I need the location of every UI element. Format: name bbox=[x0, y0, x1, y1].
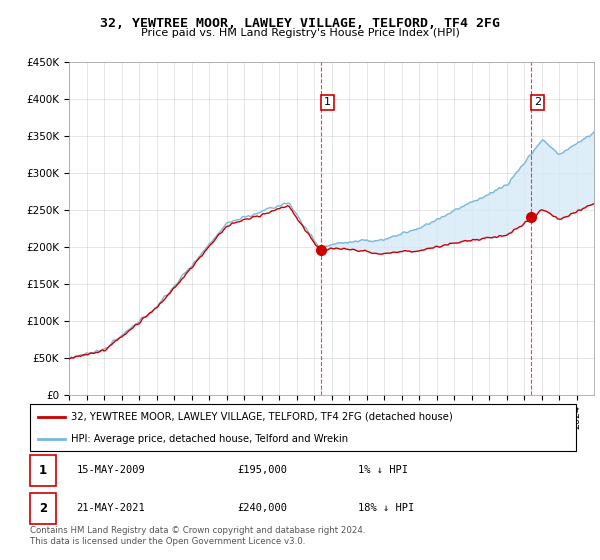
Text: 21-MAY-2021: 21-MAY-2021 bbox=[76, 503, 145, 513]
Text: 1: 1 bbox=[324, 97, 331, 108]
FancyBboxPatch shape bbox=[30, 493, 56, 524]
Text: 32, YEWTREE MOOR, LAWLEY VILLAGE, TELFORD, TF4 2FG (detached house): 32, YEWTREE MOOR, LAWLEY VILLAGE, TELFOR… bbox=[71, 412, 453, 422]
Text: 1% ↓ HPI: 1% ↓ HPI bbox=[358, 465, 407, 475]
Text: 18% ↓ HPI: 18% ↓ HPI bbox=[358, 503, 414, 513]
Text: 2: 2 bbox=[534, 97, 541, 108]
Text: HPI: Average price, detached house, Telford and Wrekin: HPI: Average price, detached house, Telf… bbox=[71, 434, 348, 444]
Text: £240,000: £240,000 bbox=[238, 503, 287, 513]
Text: 2: 2 bbox=[39, 502, 47, 515]
Text: 32, YEWTREE MOOR, LAWLEY VILLAGE, TELFORD, TF4 2FG: 32, YEWTREE MOOR, LAWLEY VILLAGE, TELFOR… bbox=[100, 17, 500, 30]
Text: Price paid vs. HM Land Registry's House Price Index (HPI): Price paid vs. HM Land Registry's House … bbox=[140, 28, 460, 38]
FancyBboxPatch shape bbox=[30, 404, 576, 451]
Text: 15-MAY-2009: 15-MAY-2009 bbox=[76, 465, 145, 475]
Text: 1: 1 bbox=[39, 464, 47, 477]
FancyBboxPatch shape bbox=[30, 455, 56, 486]
Text: Contains HM Land Registry data © Crown copyright and database right 2024.
This d: Contains HM Land Registry data © Crown c… bbox=[30, 526, 365, 546]
Text: £195,000: £195,000 bbox=[238, 465, 287, 475]
